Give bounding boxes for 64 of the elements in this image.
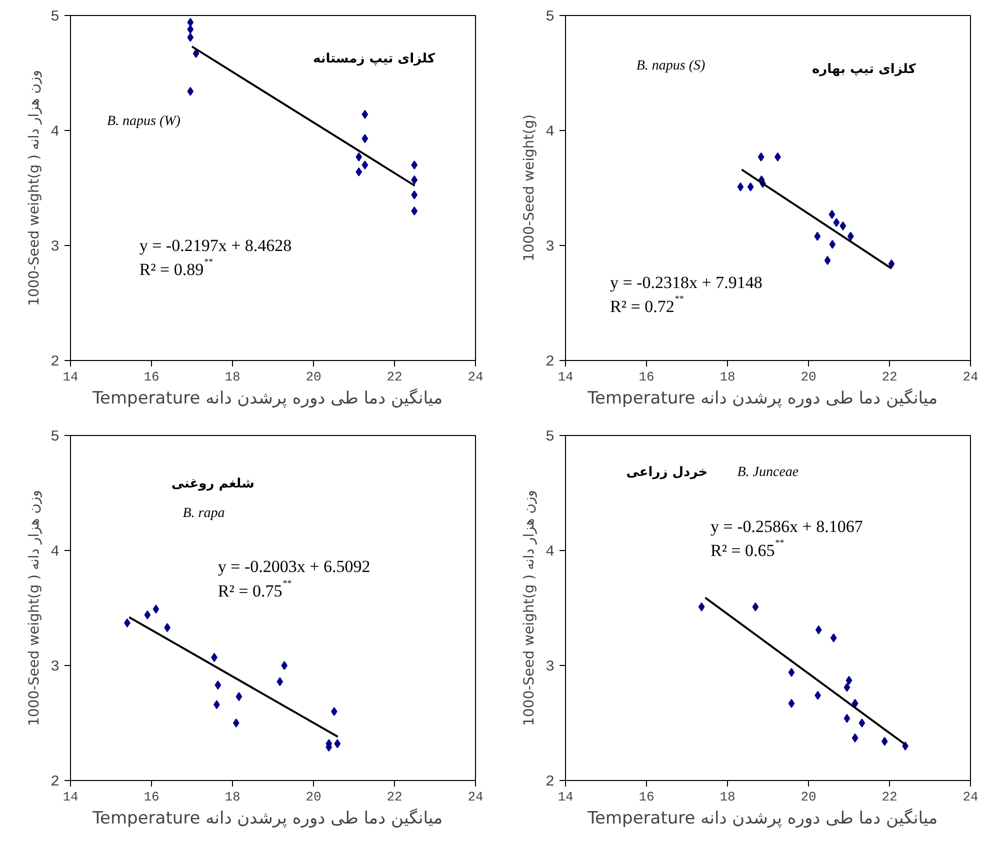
x-tick-label: 18 — [224, 790, 240, 804]
annotation: y = -0.2318x + 7.9148 — [610, 272, 762, 292]
y-tick-label: 2 — [50, 354, 60, 370]
y-tick-label: 3 — [50, 658, 60, 676]
annotation: R² = 0.72** — [610, 293, 684, 316]
y-tick-label: 3 — [50, 238, 60, 256]
y-tick-label: 3 — [546, 238, 555, 256]
y-tick-label: 5 — [546, 428, 555, 446]
annotation: R² = 0.65** — [710, 538, 785, 560]
y-tick-label: 5 — [546, 8, 555, 26]
y-tick-label: 4 — [546, 124, 555, 140]
x-axis-title: Temperature میانگین دما طی دوره پرشدن دانه — [586, 808, 938, 828]
x-tick-label: 18 — [720, 790, 736, 804]
x-tick-label: 24 — [962, 370, 978, 384]
y-tick-label: 3 — [546, 658, 555, 676]
y-axis-title: 1000-Seed weight(g ) وزن هزار دانه — [26, 70, 42, 306]
annotation: R² = 0.75** — [218, 578, 292, 600]
x-tick-label: 16 — [144, 370, 160, 384]
x-tick-label: 24 — [468, 790, 484, 804]
annotation: B. Junceae — [737, 464, 799, 480]
x-tick-label: 24 — [468, 370, 484, 384]
x-tick-label: 14 — [558, 370, 574, 384]
annotation: y = -0.2586x + 8.1067 — [710, 516, 864, 536]
x-tick-label: 18 — [720, 370, 736, 384]
annotation: B. rapa — [182, 506, 225, 522]
y-axis-title: 1000-Seed weight(g) — [522, 114, 538, 262]
x-tick-label: 20 — [306, 790, 322, 804]
y-tick-label: 2 — [50, 774, 60, 790]
x-tick-label: 22 — [386, 370, 402, 384]
x-tick-label: 16 — [638, 370, 654, 384]
annotation: B. napus (S) — [636, 58, 706, 74]
x-tick-label: 22 — [882, 790, 898, 804]
x-tick-label: 20 — [306, 370, 322, 384]
annotation: y = -0.2003x + 6.5092 — [218, 557, 370, 576]
y-axis-title: 1000-Seed weight(g ) وزن هزار دانه — [522, 490, 538, 726]
y-tick-label: 4 — [50, 124, 60, 140]
x-tick-label: 24 — [962, 790, 978, 804]
annotation: R² = 0.89** — [139, 256, 214, 280]
annotation: خردل زراعی — [626, 464, 708, 480]
y-axis-title: 1000-Seed weight(g ) وزن هزار دانه — [26, 490, 42, 726]
annotation: کلزای تیپ زمستانه — [312, 52, 436, 67]
annotation: B. napus (W) — [106, 114, 181, 129]
x-tick-label: 20 — [800, 790, 816, 804]
x-tick-label: 22 — [882, 370, 898, 384]
y-tick-label: 5 — [50, 8, 60, 26]
x-axis-title: Temperature میانگین دما طی دوره پرشدن دانه — [586, 388, 938, 408]
annotation: y = -0.2197x + 8.4628 — [139, 236, 292, 255]
annotation: کلزای تیپ بهاره — [812, 62, 916, 78]
x-axis-title: Temperature میانگین دما طی دوره پرشدن دانه — [92, 808, 443, 828]
x-tick-label: 14 — [62, 370, 78, 384]
x-tick-label: 14 — [558, 790, 574, 804]
y-tick-label: 2 — [546, 774, 555, 790]
y-tick-label: 5 — [50, 428, 60, 446]
x-axis-title: Temperature میانگین دما طی دوره پرشدن دانه — [92, 388, 443, 408]
x-tick-label: 16 — [144, 790, 160, 804]
x-tick-label: 22 — [386, 790, 402, 804]
x-tick-label: 16 — [638, 790, 654, 804]
x-tick-label: 14 — [62, 790, 78, 804]
x-tick-label: 18 — [224, 370, 240, 384]
y-tick-label: 4 — [546, 544, 555, 560]
y-tick-label: 2 — [546, 354, 555, 370]
y-tick-label: 4 — [50, 544, 60, 560]
x-tick-label: 20 — [800, 370, 816, 384]
annotation: شلغم روغنی — [171, 476, 254, 492]
